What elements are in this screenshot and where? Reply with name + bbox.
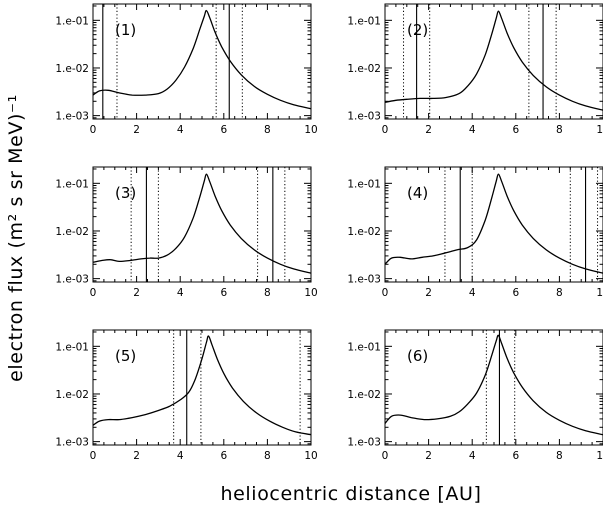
x-tick-label: 10 [304,287,317,299]
x-tick-label: 8 [264,450,271,462]
x-tick-label: 6 [220,450,227,462]
x-tick-label: 8 [556,124,563,136]
y-tick-label: 1.e-03 [55,274,89,286]
y-tick-label: 1.e-01 [55,15,89,27]
y-tick-label: 1.e-03 [55,111,89,123]
x-tick-label: 4 [177,287,184,299]
x-tick-label: 0 [90,287,97,299]
flux-curve [384,334,603,436]
x-tick-label: 2 [425,287,432,299]
x-tick-label: 2 [133,287,140,299]
panel-1: 0 2 4 6 8 10 1.e-03 1.e-02 1.e-01 (1) [55,3,318,136]
x-tick-label: 4 [469,287,476,299]
panel-2: 0 2 4 6 8 10 1.e-03 1.e-02 1.e-01 (2) [347,3,603,136]
panel-4: 0 2 4 6 8 10 1.e-03 1.e-02 1.e-01 (4) [347,166,603,299]
x-tick-label: 6 [512,287,519,299]
x-tick-label: 2 [133,450,140,462]
x-tick-label: 6 [220,287,227,299]
x-tick-label: 6 [220,124,227,136]
panels: 0 2 4 6 8 10 1.e-03 1.e-02 1.e-01 (1) 0 2 4 6 8 10 1.e-0… [55,3,603,462]
y-tick-label: 1.e-03 [55,437,89,449]
y-tick-label: 1.e-01 [347,15,381,27]
flux-curve [92,335,312,436]
panel-label: (5) [115,347,136,365]
y-axis-title: electron flux (m² s sr MeV)⁻¹ [5,94,27,382]
y-tick-label: 1.e-02 [347,63,381,75]
y-tick-label: 1.e-02 [55,389,89,401]
y-tick-label: 1.e-02 [55,63,89,75]
x-tick-label: 2 [425,124,432,136]
x-tick-label: 8 [264,287,271,299]
panel-6: 0 2 4 6 8 10 1.e-03 1.e-02 1.e-01 (6) [347,329,603,462]
x-tick-label: 4 [469,124,476,136]
x-tick-label: 10 [596,450,603,462]
panel-label: (3) [115,184,136,202]
flux-curve [92,9,312,110]
x-tick-label: 10 [596,124,603,136]
x-tick-label: 4 [469,450,476,462]
y-tick-label: 1.e-03 [347,111,381,123]
x-tick-label: 4 [177,450,184,462]
x-tick-label: 0 [90,450,97,462]
flux-curve [92,173,312,274]
x-axis-title: heliocentric distance [AU] [221,483,482,505]
x-tick-label: 10 [304,124,317,136]
panel-label: (1) [115,21,136,39]
x-tick-label: 0 [382,124,389,136]
panel-3: 0 2 4 6 8 10 1.e-03 1.e-02 1.e-01 (3) [55,166,318,299]
panel-label: (4) [407,184,428,202]
x-tick-label: 0 [382,287,389,299]
y-tick-label: 1.e-01 [55,341,89,353]
x-tick-label: 6 [512,450,519,462]
x-tick-label: 2 [133,124,140,136]
y-tick-label: 1.e-01 [55,178,89,190]
y-tick-label: 1.e-02 [347,226,381,238]
y-tick-label: 1.e-02 [55,226,89,238]
flux-curve [384,10,603,111]
y-tick-label: 1.e-01 [347,178,381,190]
y-tick-label: 1.e-01 [347,341,381,353]
y-tick-label: 1.e-03 [347,274,381,286]
x-tick-label: 2 [425,450,432,462]
y-tick-label: 1.e-03 [347,437,381,449]
x-tick-label: 10 [596,287,603,299]
x-tick-label: 8 [264,124,271,136]
x-tick-label: 8 [556,287,563,299]
panel-label: (6) [407,347,428,365]
x-tick-label: 8 [556,450,563,462]
x-tick-label: 4 [177,124,184,136]
y-tick-label: 1.e-02 [347,389,381,401]
flux-curve [384,173,603,274]
x-tick-label: 0 [382,450,389,462]
x-tick-label: 6 [512,124,519,136]
panel-label: (2) [407,21,428,39]
panel-5: 0 2 4 6 8 10 1.e-03 1.e-02 1.e-01 (5) [55,329,318,462]
x-tick-label: 0 [90,124,97,136]
x-tick-label: 10 [304,450,317,462]
